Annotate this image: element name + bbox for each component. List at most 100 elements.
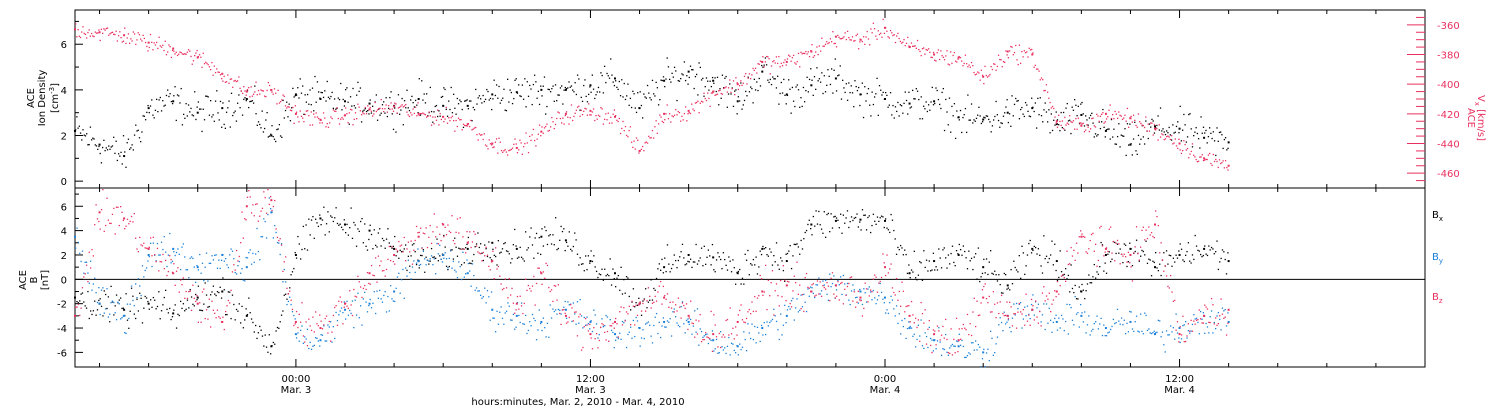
- scatter-dot: [860, 229, 862, 231]
- scatter-dot: [848, 282, 850, 285]
- scatter-dot: [1088, 248, 1090, 250]
- scatter-dot: [564, 249, 566, 252]
- scatter-dot: [633, 140, 635, 142]
- scatter-dot: [440, 258, 442, 261]
- scatter-dot: [811, 44, 813, 46]
- scatter-dot: [253, 261, 255, 264]
- scatter-dot: [1142, 226, 1145, 228]
- scatter-dot: [1162, 134, 1164, 136]
- scatter-dot: [647, 321, 650, 323]
- scatter-dot: [184, 310, 186, 312]
- scatter-dot: [807, 51, 809, 53]
- scatter-dot: [734, 93, 736, 96]
- scatter-dot: [278, 239, 280, 242]
- scatter-dot: [827, 285, 830, 287]
- scatter-dot: [855, 216, 857, 219]
- scatter-dot: [417, 232, 419, 234]
- scatter-dot: [910, 269, 913, 271]
- scatter-dot: [229, 302, 231, 304]
- scatter-dot: [962, 65, 964, 67]
- scatter-dot: [94, 31, 96, 33]
- scatter-dot: [1033, 245, 1035, 248]
- scatter-dot: [453, 93, 455, 95]
- scatter-dot: [230, 78, 233, 80]
- scatter-dot: [402, 106, 404, 108]
- scatter-dot: [1138, 260, 1140, 262]
- scatter-dot: [834, 297, 836, 299]
- scatter-dot: [376, 119, 379, 121]
- scatter-dot: [1177, 121, 1179, 123]
- scatter-dot: [90, 310, 92, 312]
- scatter-dot: [743, 75, 746, 78]
- scatter-dot: [121, 307, 123, 310]
- scatter-dot: [76, 227, 78, 229]
- scatter-dot: [1011, 317, 1014, 319]
- scatter-dot: [1206, 308, 1209, 310]
- scatter-dot: [412, 101, 414, 104]
- scatter-dot: [943, 247, 945, 249]
- scatter-dot: [270, 353, 272, 355]
- scatter-dot: [1153, 124, 1156, 126]
- scatter-dot: [1158, 129, 1160, 131]
- scatter-dot: [437, 109, 439, 111]
- scatter-dot: [1145, 314, 1147, 317]
- scatter-dot: [628, 104, 630, 107]
- scatter-dot: [246, 88, 249, 91]
- scatter-dot: [450, 117, 452, 119]
- scatter-dot: [1073, 249, 1075, 252]
- scatter-dot: [1204, 332, 1206, 334]
- scatter-dot: [116, 159, 119, 162]
- scatter-dot: [743, 283, 745, 285]
- scatter-dot: [824, 43, 827, 45]
- scatter-dot: [932, 252, 935, 254]
- scatter-dot: [260, 329, 262, 331]
- scatter-dot: [947, 254, 950, 256]
- scatter-dot: [1054, 317, 1056, 320]
- scatter-dot: [667, 117, 670, 120]
- scatter-dot: [1044, 102, 1046, 104]
- scatter-dot: [241, 211, 243, 213]
- scatter-dot: [503, 242, 505, 245]
- scatter-dot: [409, 271, 411, 274]
- scatter-dot: [637, 92, 639, 94]
- scatter-dot: [875, 276, 877, 278]
- scatter-dot: [763, 248, 765, 250]
- scatter-dot: [673, 66, 676, 69]
- scatter-dot: [175, 119, 177, 122]
- scatter-dot: [300, 92, 303, 94]
- scatter-dot: [1137, 134, 1140, 137]
- scatter-dot: [876, 216, 879, 218]
- scatter-dot: [754, 89, 757, 91]
- scatter-dot: [1221, 249, 1224, 251]
- scatter-dot: [1008, 50, 1011, 52]
- scatter-dot: [540, 322, 542, 325]
- scatter-dot: [637, 139, 639, 141]
- scatter-dot: [675, 108, 677, 111]
- scatter-dot: [219, 267, 221, 270]
- scatter-dot: [1017, 271, 1019, 273]
- scatter-dot: [1156, 331, 1158, 333]
- scatter-dot: [192, 284, 194, 286]
- scatter-dot: [153, 117, 155, 119]
- scatter-dot: [580, 315, 583, 317]
- scatter-dot: [1123, 117, 1125, 119]
- scatter-dot: [550, 289, 553, 291]
- scatter-dot: [293, 314, 295, 317]
- scatter-dot: [324, 90, 326, 92]
- scatter-dot: [239, 107, 241, 109]
- scatter-dot: [1223, 310, 1225, 312]
- scatter-dot: [392, 245, 395, 248]
- scatter-dot: [958, 119, 960, 121]
- scatter-dot: [480, 134, 482, 136]
- scatter-dot: [473, 230, 475, 233]
- scatter-dot: [454, 243, 456, 245]
- scatter-dot: [1215, 317, 1217, 319]
- scatter-dot: [1190, 262, 1192, 264]
- scatter-dot: [795, 86, 797, 88]
- scatter-dot: [650, 335, 652, 337]
- scatter-dot: [1070, 132, 1072, 135]
- scatter-dot: [1209, 316, 1211, 318]
- scatter-dot: [518, 314, 520, 317]
- data-point: [147, 253, 150, 256]
- scatter-dot: [193, 297, 195, 299]
